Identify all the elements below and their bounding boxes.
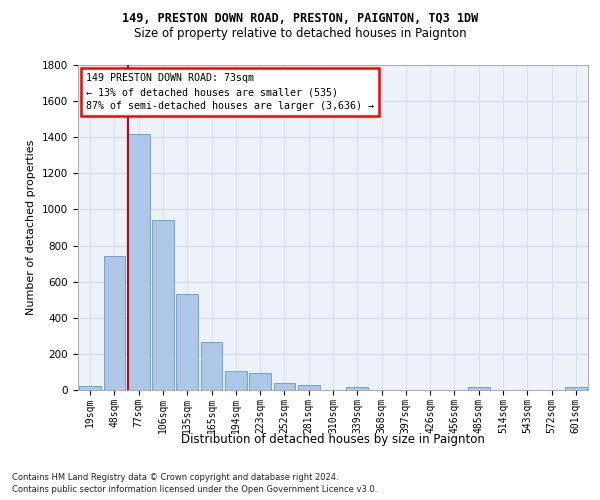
Text: 149 PRESTON DOWN ROAD: 73sqm
← 13% of detached houses are smaller (535)
87% of s: 149 PRESTON DOWN ROAD: 73sqm ← 13% of de… — [86, 73, 374, 111]
Bar — [298, 385, 320, 390]
Bar — [79, 386, 101, 390]
Bar — [468, 387, 490, 390]
Bar — [128, 134, 149, 390]
Text: Distribution of detached houses by size in Paignton: Distribution of detached houses by size … — [181, 432, 485, 446]
Bar — [176, 294, 198, 390]
Y-axis label: Number of detached properties: Number of detached properties — [26, 140, 37, 315]
Text: Contains HM Land Registry data © Crown copyright and database right 2024.: Contains HM Land Registry data © Crown c… — [12, 472, 338, 482]
Bar — [152, 220, 174, 390]
Bar — [274, 383, 295, 390]
Bar — [104, 256, 125, 390]
Bar — [249, 373, 271, 390]
Bar — [200, 342, 223, 390]
Bar — [346, 387, 368, 390]
Text: 149, PRESTON DOWN ROAD, PRESTON, PAIGNTON, TQ3 1DW: 149, PRESTON DOWN ROAD, PRESTON, PAIGNTO… — [122, 12, 478, 26]
Bar — [565, 387, 587, 390]
Text: Contains public sector information licensed under the Open Government Licence v3: Contains public sector information licen… — [12, 485, 377, 494]
Text: Size of property relative to detached houses in Paignton: Size of property relative to detached ho… — [134, 28, 466, 40]
Bar — [225, 371, 247, 390]
